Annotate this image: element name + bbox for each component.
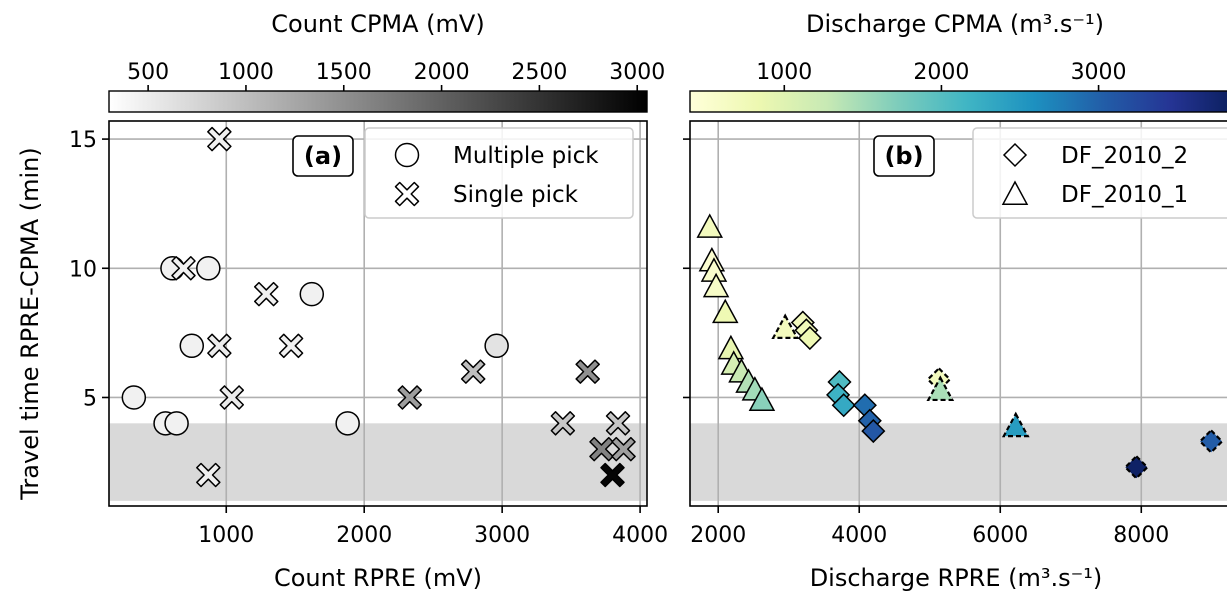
- diamond-marker: [797, 325, 822, 351]
- legend-box: [972, 127, 1227, 219]
- x-tick-label: 6000: [972, 523, 1028, 548]
- colorbar-tick-label: 2000: [913, 60, 969, 85]
- colorbar-tick-label: 1500: [316, 60, 372, 85]
- colorbar: [108, 90, 648, 113]
- plot-frame: [689, 120, 1227, 507]
- colorbar-tick-label: 500: [127, 60, 169, 85]
- circle-marker: [164, 411, 189, 436]
- data-points: [121, 126, 636, 488]
- panel-label: (b): [884, 142, 923, 170]
- panel-label-box: [873, 135, 935, 177]
- panel-a: 1000 2000 3000 4000 5 10 15 Count RPRE (mV) Trav…: [16, 10, 668, 592]
- x-axis-label: Count RPRE (mV): [274, 564, 482, 592]
- triangle-marker: [771, 313, 800, 340]
- x-marker: [589, 436, 614, 462]
- x-marker: [575, 359, 600, 384]
- legend-diamond-icon: [1002, 142, 1028, 168]
- colorbar-tick-label: 3000: [609, 60, 665, 85]
- colorbar-label: Discharge CPMA (m³.s⁻¹): [806, 10, 1104, 38]
- circle-marker: [179, 333, 205, 359]
- triangle-marker: [1001, 411, 1030, 438]
- x-marker: [219, 385, 245, 410]
- legend-entry-label: DF_2010_2: [1061, 143, 1188, 169]
- x-marker: [254, 281, 279, 307]
- panel-label: (a): [304, 142, 342, 170]
- x-marker: [611, 436, 636, 462]
- triangle-marker: [711, 298, 739, 324]
- diamond-marker: [831, 393, 856, 418]
- x-marker: [171, 256, 196, 281]
- x-axis-label: Discharge RPRE (m³.s⁻¹): [810, 564, 1103, 592]
- panel-label-box: [292, 135, 354, 177]
- circle-marker: [335, 411, 360, 436]
- colorbar-tick-label: 2500: [511, 60, 567, 85]
- x-marker: [196, 462, 221, 488]
- x-tick-label: 2000: [336, 523, 392, 548]
- y-axis-label: Travel time RPRE-CPMA (min): [16, 147, 44, 500]
- diamond-marker: [1123, 454, 1149, 480]
- triangle-marker: [696, 213, 724, 238]
- x-tick-label: 4000: [612, 523, 668, 548]
- x-marker: [550, 411, 576, 436]
- x-marker: [600, 462, 625, 488]
- circle-marker: [299, 281, 325, 307]
- triangle-marker: [702, 272, 730, 298]
- y-tick-label: 5: [83, 386, 97, 411]
- shaded-band: [109, 423, 647, 501]
- x-tick-label: 2000: [690, 523, 746, 548]
- colorbar-tick-label: 1000: [756, 60, 812, 85]
- x-tick-label: 8000: [1113, 523, 1169, 548]
- triangle-marker: [717, 334, 745, 360]
- x-marker: [460, 359, 486, 384]
- x-marker: [278, 333, 304, 359]
- y-tick-label: 10: [69, 257, 97, 282]
- legend: Multiple pick Single pick: [364, 127, 634, 219]
- y-tick-label: 15: [69, 128, 97, 153]
- colorbar-tick-label: 2000: [414, 60, 470, 85]
- legend-box: [364, 127, 634, 219]
- legend-circle-icon: [394, 142, 420, 168]
- legend-entry-label: Single pick: [453, 182, 579, 208]
- x-marker: [207, 333, 232, 359]
- circle-marker: [484, 333, 509, 359]
- shaded-band: [690, 423, 1227, 501]
- x-marker: [207, 126, 232, 152]
- x-tick-label: 3000: [474, 523, 530, 548]
- colorbar-tick-label: 1000: [218, 60, 274, 85]
- x-tick-label: 4000: [831, 523, 887, 548]
- legend-entry-label: Multiple pick: [453, 143, 599, 169]
- data-points: [696, 213, 1224, 480]
- diamond-marker: [861, 419, 886, 444]
- circle-marker: [121, 385, 147, 410]
- legend-x-icon: [394, 181, 420, 207]
- triangle-marker: [748, 386, 776, 412]
- x-marker: [605, 411, 631, 436]
- colorbar: [689, 90, 1227, 113]
- legend: DF_2010_2 DF_2010_1: [972, 127, 1227, 219]
- triangle-marker: [926, 375, 955, 402]
- colorbar-tick-label: 3000: [1071, 60, 1127, 85]
- legend-entry-label: DF_2010_1: [1061, 182, 1188, 208]
- x-tick-label: 1000: [198, 523, 254, 548]
- colorbar-label: Count CPMA (mV): [271, 10, 484, 38]
- diamond-marker: [1198, 428, 1224, 454]
- legend-triangle-icon: [1001, 180, 1029, 205]
- circle-marker: [196, 256, 221, 281]
- x-marker: [397, 385, 422, 410]
- plot-frame: [108, 120, 648, 507]
- panel-b: 2000 4000 6000 8000 Discharge RPRE (m³.s⁻¹) 1…: [683, 10, 1227, 592]
